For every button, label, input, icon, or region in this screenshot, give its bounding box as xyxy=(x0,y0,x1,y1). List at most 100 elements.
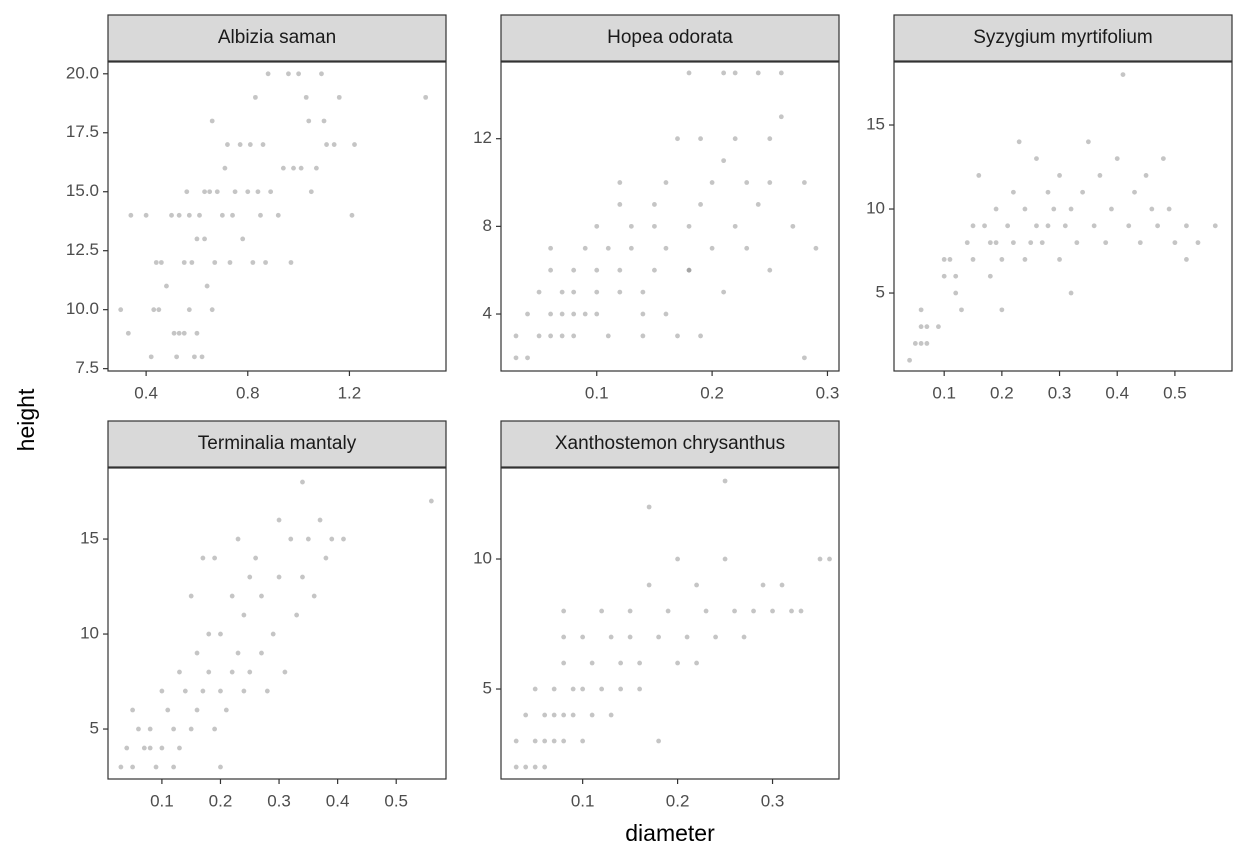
point xyxy=(174,354,180,360)
point xyxy=(300,574,305,580)
point xyxy=(525,355,530,361)
point xyxy=(323,555,329,561)
point xyxy=(656,634,662,640)
point xyxy=(286,71,291,77)
point xyxy=(204,283,210,289)
point xyxy=(276,517,282,523)
point xyxy=(329,536,335,542)
point xyxy=(250,260,256,265)
point xyxy=(214,189,220,195)
point xyxy=(993,206,999,212)
point xyxy=(551,686,557,692)
point xyxy=(1045,223,1051,229)
point xyxy=(663,180,669,185)
point xyxy=(744,245,750,251)
y-tick-label: 5 xyxy=(90,719,99,738)
point xyxy=(559,333,565,339)
point xyxy=(999,307,1005,313)
x-tick-label: 0.4 xyxy=(134,383,158,402)
x-tick-label: 0.3 xyxy=(761,791,785,810)
y-tick-label: 12 xyxy=(473,128,492,147)
y-tick-label: 7.5 xyxy=(75,358,99,377)
point xyxy=(744,180,750,185)
point xyxy=(1005,223,1011,229)
point xyxy=(907,357,912,363)
point xyxy=(523,712,529,718)
point xyxy=(686,223,692,229)
point xyxy=(1028,240,1034,246)
point xyxy=(181,330,187,336)
point xyxy=(594,311,600,317)
point xyxy=(270,631,276,637)
point xyxy=(1195,240,1201,246)
point xyxy=(336,94,342,100)
point xyxy=(571,289,577,295)
point xyxy=(599,686,605,692)
point xyxy=(532,764,538,770)
point xyxy=(188,593,194,599)
point xyxy=(118,307,124,313)
point xyxy=(675,556,680,562)
point xyxy=(235,650,241,656)
point xyxy=(319,71,324,77)
point xyxy=(732,608,737,614)
point xyxy=(1166,206,1172,212)
point xyxy=(652,267,657,273)
point xyxy=(770,608,775,614)
point xyxy=(709,245,715,251)
point xyxy=(663,245,669,251)
strip-title: Syzygium myrtifolium xyxy=(973,27,1152,48)
point xyxy=(652,223,657,229)
point xyxy=(288,536,294,542)
point xyxy=(182,688,188,694)
panel-border xyxy=(107,61,447,372)
strip xyxy=(107,420,447,468)
point xyxy=(237,142,243,147)
point xyxy=(165,707,171,713)
point xyxy=(561,634,567,640)
point xyxy=(640,333,646,339)
point xyxy=(1132,189,1137,195)
point xyxy=(280,165,286,171)
y-tick-label: 10 xyxy=(80,624,99,643)
point xyxy=(551,738,557,744)
x-tick-label: 0.5 xyxy=(384,791,408,810)
x-tick-label: 0.1 xyxy=(150,791,174,810)
point xyxy=(608,634,614,640)
point xyxy=(247,142,253,147)
point xyxy=(536,333,542,339)
point xyxy=(218,688,223,694)
point xyxy=(778,114,784,120)
point xyxy=(321,118,327,124)
point xyxy=(589,660,595,666)
point xyxy=(260,142,266,147)
point xyxy=(801,355,807,361)
point xyxy=(176,330,182,336)
point xyxy=(181,260,187,265)
point xyxy=(536,289,542,295)
point xyxy=(1126,223,1132,229)
point xyxy=(219,212,225,218)
point xyxy=(999,257,1005,262)
point xyxy=(959,307,964,313)
point xyxy=(594,289,600,295)
point xyxy=(1172,240,1178,246)
point xyxy=(525,311,530,317)
y-tick-label: 10 xyxy=(473,548,492,567)
point xyxy=(618,660,624,666)
point xyxy=(311,593,317,599)
point xyxy=(561,712,567,718)
x-tick-label: 0.4 xyxy=(1105,383,1129,402)
x-tick-label: 0.4 xyxy=(326,791,350,810)
point xyxy=(513,333,519,339)
point xyxy=(317,517,323,523)
point xyxy=(171,764,177,770)
strip xyxy=(500,14,840,62)
point xyxy=(767,180,773,185)
x-tick-label: 0.8 xyxy=(236,383,260,402)
point xyxy=(760,582,766,588)
panel-border xyxy=(500,61,840,372)
point xyxy=(212,555,218,561)
point xyxy=(1080,189,1086,195)
point xyxy=(798,608,804,614)
